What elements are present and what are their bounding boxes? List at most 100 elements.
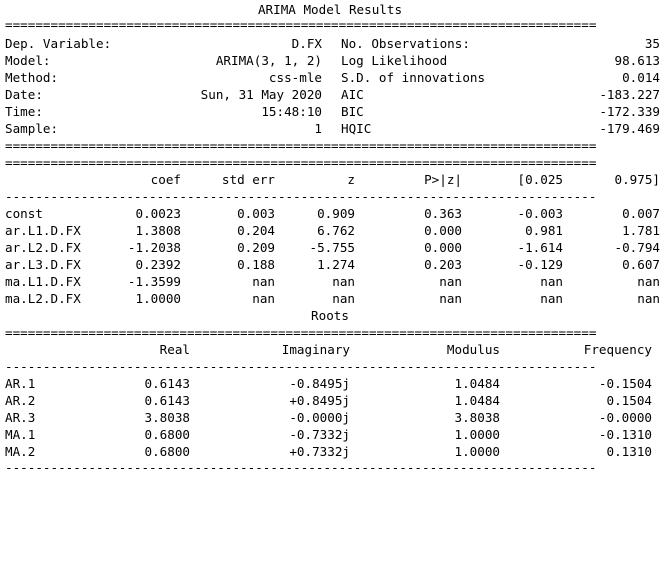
table-row: MA.2 0.6800 +0.7332j 1.0000 0.1310 xyxy=(5,443,660,460)
summary-row: Method: css-mle S.D. of innovations 0.01… xyxy=(5,69,660,86)
roots-header-row: Real Imaginary Modulus Frequency xyxy=(5,341,660,358)
summary-right-label: AIC xyxy=(341,87,364,102)
coef-value: 1.3808 xyxy=(135,223,182,238)
coef-col-header: coef xyxy=(150,172,181,187)
table-row: AR.1 0.6143 -0.8495j 1.0484 -0.1504 xyxy=(5,375,660,392)
ci-upper-value: 1.781 xyxy=(622,223,660,238)
coef-row-name: const xyxy=(5,206,43,221)
z-value: nan xyxy=(332,291,355,306)
ci-lower-value: -0.003 xyxy=(517,206,564,221)
root-name: AR.3 xyxy=(5,410,36,425)
table-row: AR.3 3.8038 -0.0000j 3.8038 -0.0000 xyxy=(5,409,660,426)
z-value: 0.909 xyxy=(317,206,355,221)
ci-lower-value: -1.614 xyxy=(517,240,564,255)
root-modulus: 1.0484 xyxy=(454,393,501,408)
root-imaginary: -0.7332j xyxy=(289,427,350,442)
summary-right-value: 0.014 xyxy=(622,70,660,85)
summary-row: Model: ARIMA(3, 1, 2) Log Likelihood 98.… xyxy=(5,52,660,69)
roots-col-header: Modulus xyxy=(446,342,500,357)
root-imaginary: +0.7332j xyxy=(289,444,350,459)
ci-lower-value: nan xyxy=(540,291,563,306)
coef-row-name: ar.L3.D.FX xyxy=(5,257,81,272)
z-value: 1.274 xyxy=(317,257,355,272)
root-modulus: 1.0484 xyxy=(454,376,501,391)
coef-value: 0.0023 xyxy=(135,206,182,221)
summary-right-label: S.D. of innovations xyxy=(341,70,486,85)
std-err-value: 0.188 xyxy=(237,257,275,272)
root-modulus: 1.0000 xyxy=(454,427,501,442)
summary-left-value: 15:48:10 xyxy=(261,104,322,119)
summary-right-value: 35 xyxy=(644,36,660,51)
root-modulus: 3.8038 xyxy=(454,410,501,425)
coef-col-header: P>|z| xyxy=(424,172,462,187)
ci-upper-value: nan xyxy=(637,274,660,289)
single-rule: ----------------------------------------… xyxy=(5,189,597,204)
p-value: 0.000 xyxy=(424,240,462,255)
root-real: 0.6143 xyxy=(144,393,191,408)
summary-right-label: No. Observations: xyxy=(341,36,470,51)
summary-row: Dep. Variable: D.FX No. Observations: 35 xyxy=(5,35,660,52)
summary-left-value: ARIMA(3, 1, 2) xyxy=(215,53,322,68)
root-real: 0.6800 xyxy=(144,427,191,442)
z-value: 6.762 xyxy=(317,223,355,238)
coef-col-header: 0.975] xyxy=(614,172,661,187)
summary-left-label: Sample: xyxy=(5,121,59,136)
coef-row-name: ma.L2.D.FX xyxy=(5,291,81,306)
p-value: 0.000 xyxy=(424,223,462,238)
roots-title: Roots xyxy=(311,308,349,323)
double-rule: ========================================… xyxy=(5,138,597,153)
root-real: 0.6800 xyxy=(144,444,191,459)
table-row: AR.2 0.6143 +0.8495j 1.0484 0.1504 xyxy=(5,392,660,409)
root-frequency: -0.0000 xyxy=(598,410,652,425)
summary-row: Time: 15:48:10 BIC -172.339 xyxy=(5,103,660,120)
root-frequency: 0.1504 xyxy=(606,393,653,408)
double-rule: ========================================… xyxy=(5,17,597,32)
coef-header-row: coef std err z P>|z| [0.025 0.975] xyxy=(5,171,660,188)
root-frequency: -0.1310 xyxy=(598,427,652,442)
z-value: nan xyxy=(332,274,355,289)
summary-right-value: -179.469 xyxy=(599,121,660,136)
summary-right-value: -172.339 xyxy=(599,104,660,119)
summary-left-value: Sun, 31 May 2020 xyxy=(200,87,322,102)
coef-row-name: ar.L1.D.FX xyxy=(5,223,81,238)
root-imaginary: +0.8495j xyxy=(289,393,350,408)
root-frequency: -0.1504 xyxy=(598,376,652,391)
coef-value: 1.0000 xyxy=(135,291,182,306)
coef-value: -1.3599 xyxy=(127,274,181,289)
single-rule: ----------------------------------------… xyxy=(5,460,597,475)
double-rule: ========================================… xyxy=(5,325,597,340)
summary-left-value: D.FX xyxy=(291,36,322,51)
coef-col-header: z xyxy=(347,172,355,187)
root-name: MA.1 xyxy=(5,427,36,442)
root-imaginary: -0.0000j xyxy=(289,410,350,425)
ci-lower-value: nan xyxy=(540,274,563,289)
z-value: -5.755 xyxy=(309,240,356,255)
summary-left-label: Method: xyxy=(5,70,59,85)
p-value: nan xyxy=(439,291,462,306)
ci-upper-value: nan xyxy=(637,291,660,306)
root-imaginary: -0.8495j xyxy=(289,376,350,391)
ci-upper-value: -0.794 xyxy=(614,240,661,255)
std-err-value: nan xyxy=(252,274,275,289)
table-row: MA.1 0.6800 -0.7332j 1.0000 -0.1310 xyxy=(5,426,660,443)
p-value: nan xyxy=(439,274,462,289)
roots-col-header: Real xyxy=(159,342,190,357)
coef-col-header: std err xyxy=(221,172,275,187)
summary-left-label: Dep. Variable: xyxy=(5,36,112,51)
p-value: 0.203 xyxy=(424,257,462,272)
table-row: ar.L2.D.FX -1.2038 0.209 -5.755 0.000 -1… xyxy=(5,239,660,256)
ci-upper-value: 0.007 xyxy=(622,206,660,221)
table-row: ma.L2.D.FX 1.0000 nan nan nan nan nan xyxy=(5,290,660,307)
roots-col-header: Frequency xyxy=(583,342,652,357)
root-real: 3.8038 xyxy=(144,410,191,425)
summary-left-value: css-mle xyxy=(268,70,322,85)
root-frequency: 0.1310 xyxy=(606,444,653,459)
results-title: ARIMA Model Results xyxy=(257,2,403,17)
summary-left-label: Date: xyxy=(5,87,43,102)
roots-col-header: Imaginary xyxy=(281,342,350,357)
ci-upper-value: 0.607 xyxy=(622,257,660,272)
summary-right-label: Log Likelihood xyxy=(341,53,448,68)
root-name: MA.2 xyxy=(5,444,36,459)
summary-right-value: 98.613 xyxy=(614,53,661,68)
summary-right-value: -183.227 xyxy=(599,87,660,102)
